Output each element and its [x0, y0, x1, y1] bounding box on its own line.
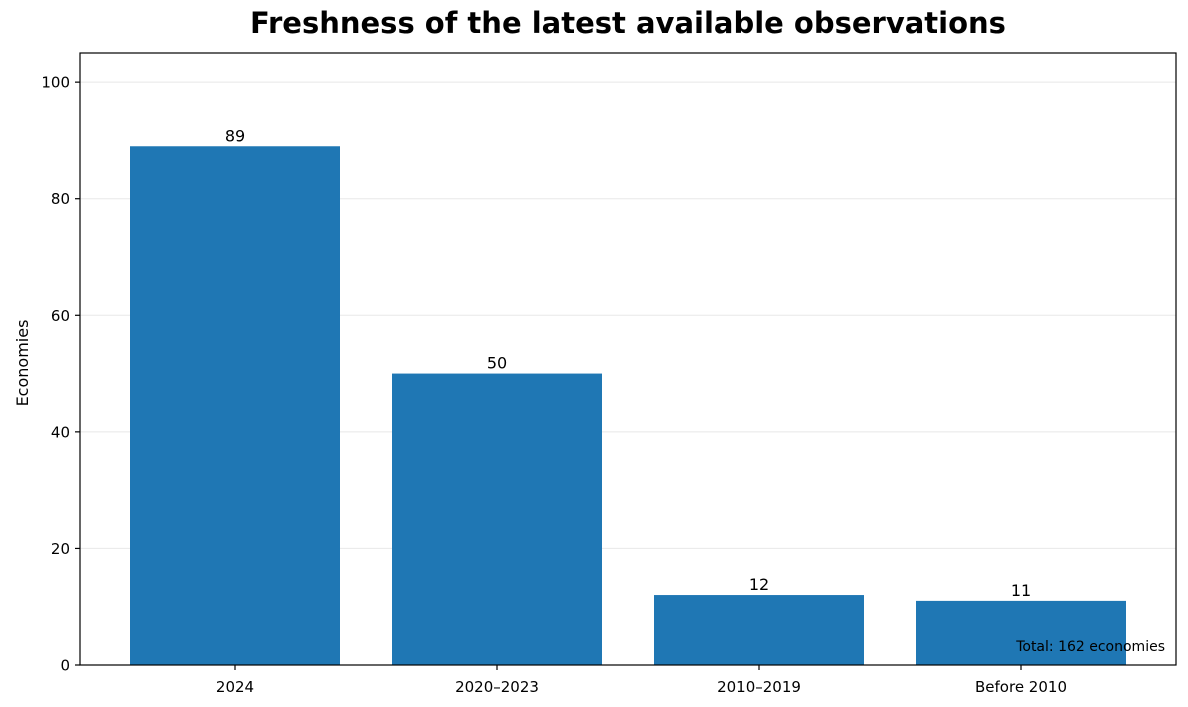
x-tick-label: 2020–2023: [455, 678, 539, 696]
data-label: 50: [487, 354, 507, 373]
y-tick-label: 40: [51, 423, 70, 441]
data-labels: 89 50 12 11: [225, 126, 1031, 600]
y-tick-label: 20: [51, 540, 70, 558]
y-axis-label: Economies: [13, 320, 32, 407]
chart-title: Freshness of the latest available observ…: [250, 6, 1006, 40]
data-label: 89: [225, 126, 245, 145]
data-label: 11: [1011, 581, 1031, 600]
total-annotation: Total: 162 economies: [1015, 639, 1165, 655]
y-axis-ticks: 0 20 40 60 80 100: [41, 74, 80, 675]
bars: [130, 146, 1126, 665]
x-axis-ticks: 2024 2020–2023 2010–2019 Before 2010: [216, 665, 1067, 696]
x-tick-label: 2010–2019: [717, 678, 801, 696]
y-tick-label: 0: [60, 657, 70, 675]
y-tick-label: 100: [41, 74, 70, 92]
bar: [654, 595, 864, 665]
data-label: 12: [749, 575, 769, 594]
y-tick-label: 60: [51, 307, 70, 325]
plot-frame: [79, 52, 1177, 666]
x-tick-label: 2024: [216, 678, 254, 696]
x-tick-label: Before 2010: [975, 678, 1067, 696]
y-tick-label: 80: [51, 190, 70, 208]
bar: [916, 600, 1126, 665]
bar: [392, 373, 602, 665]
bar: [130, 146, 340, 665]
